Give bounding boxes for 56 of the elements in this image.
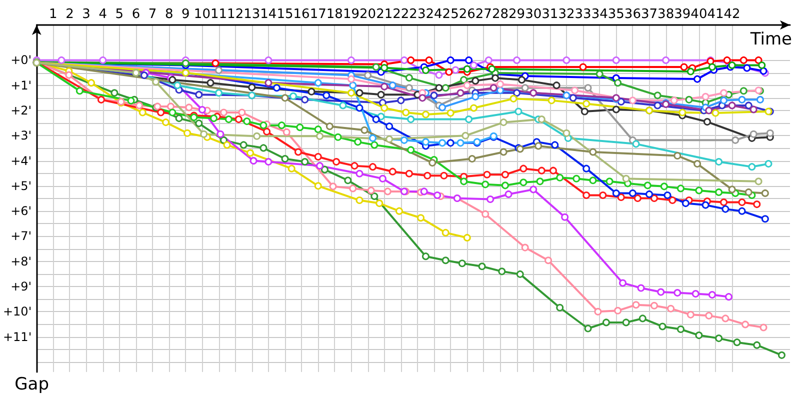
y-tick-label: +3' xyxy=(10,128,32,143)
x-tick-label: 2 xyxy=(66,7,74,22)
x-tick-label: 17 xyxy=(310,7,326,22)
y-tick-label: +8' xyxy=(10,254,32,268)
y-tick-label: +5' xyxy=(10,178,32,193)
x-tick-label: 39 xyxy=(674,7,691,22)
x-tick-label: 25 xyxy=(442,7,459,22)
x-tick-label: 40 xyxy=(690,7,708,22)
x-tick-label: 9 xyxy=(182,7,190,22)
x-tick-label: 31 xyxy=(542,7,558,22)
x-tick-label: 26 xyxy=(458,7,476,22)
x-tick-label: 18 xyxy=(326,7,343,22)
x-tick-label: 30 xyxy=(525,7,542,22)
y-tick-label: +4' xyxy=(10,154,32,168)
x-tick-label: 1 xyxy=(49,7,58,22)
x-tick-label: 32 xyxy=(558,7,575,22)
x-tick-label: 8 xyxy=(164,7,174,22)
x-tick-label: 38 xyxy=(658,7,674,22)
y-tick-label: +1' xyxy=(10,78,32,92)
x-tick-label: 35 xyxy=(608,7,624,22)
x-tick-label: 34 xyxy=(591,7,608,22)
x-axis-title: Time xyxy=(749,30,792,50)
x-tick-label: 28 xyxy=(492,7,509,22)
x-tick-label: 22 xyxy=(392,7,410,22)
x-tick-label: 14 xyxy=(260,7,277,22)
x-tick-label: 3 xyxy=(82,7,90,22)
x-tick-label: 27 xyxy=(475,7,492,22)
x-tick-label: 21 xyxy=(376,7,393,22)
x-tick-label: 5 xyxy=(115,7,124,22)
x-tick-label: 41 xyxy=(707,7,724,22)
y-tick-label: +7' xyxy=(10,229,32,244)
x-tick-label: 33 xyxy=(574,7,592,22)
y-tick-label: +10' xyxy=(3,304,32,319)
x-tick-label: 19 xyxy=(342,7,360,22)
y-tick-label: +11' xyxy=(3,330,32,344)
y-tick-label: +9' xyxy=(10,280,32,294)
x-tick-label: 37 xyxy=(640,7,658,22)
x-tick-label: 20 xyxy=(360,7,376,22)
x-tick-label: 42 xyxy=(724,7,740,22)
x-tick-label: 16 xyxy=(293,7,310,22)
x-tick-label: 36 xyxy=(624,7,641,22)
y-axis-title: Gap xyxy=(14,374,50,394)
x-tick-label: 29 xyxy=(508,7,526,22)
x-tick-label: 12 xyxy=(227,7,244,22)
x-tick-label: 23 xyxy=(409,7,426,22)
x-tick-label: 7 xyxy=(148,7,157,22)
x-tick-label: 4 xyxy=(98,7,107,22)
x-tick-label: 15 xyxy=(276,7,294,22)
x-tick-label: 24 xyxy=(426,7,442,22)
x-tick-label: 6 xyxy=(132,7,140,22)
y-tick-label: +6' xyxy=(10,204,32,218)
y-tick-label: +2' xyxy=(10,103,32,118)
x-tick-label: 13 xyxy=(244,7,260,22)
x-tick-label: 10 xyxy=(194,7,210,22)
x-tick-label: 11 xyxy=(210,7,228,22)
y-tick-label: +0' xyxy=(10,53,32,68)
